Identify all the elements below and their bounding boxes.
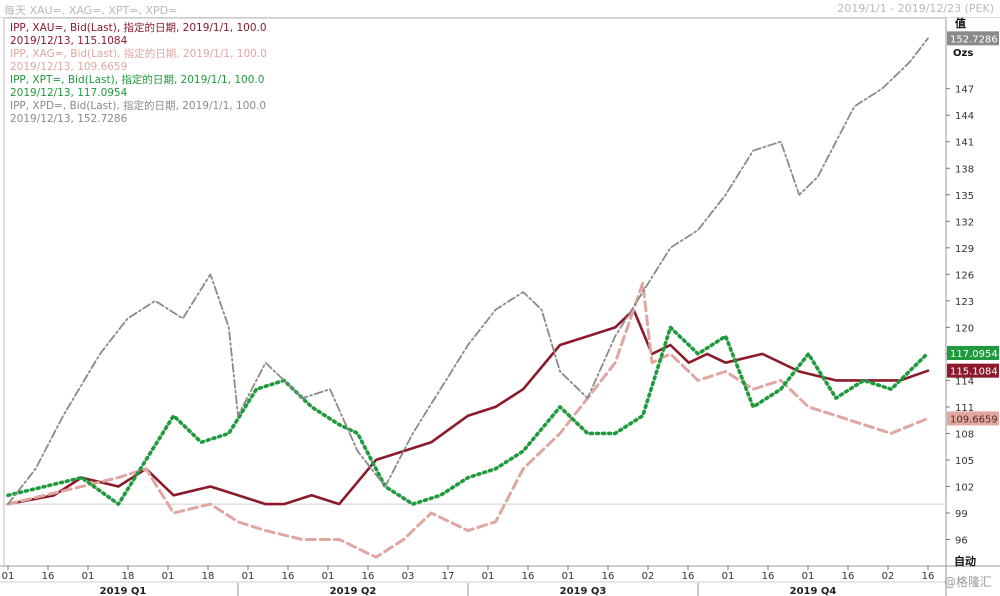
chart-title-bar: 每天 XAU=, XAG=, XPT=, XPD= 2019/1/1 - 201… — [0, 0, 1000, 18]
series-line-xag — [6, 281, 930, 559]
y-tick-label: 138 — [955, 164, 974, 175]
last-value-badge — [947, 345, 999, 360]
x-tick-label: 02 — [882, 571, 895, 582]
x-tick-label: 18 — [202, 571, 215, 582]
y-tick-label: 120 — [955, 323, 974, 334]
quarter-label: 2019 Q4 — [790, 586, 837, 596]
y-tick-label: 141 — [955, 138, 974, 149]
y-tick-label: 99 — [955, 509, 968, 520]
y-tick-label: 123 — [955, 297, 974, 308]
legend-xpt-line2: 2019/12/13, 117.0954 — [10, 87, 128, 99]
x-tick-label: 18 — [122, 571, 135, 582]
legend: IPP, XAU=, Bid(Last), 指定的日期, 2019/1/1, 1… — [10, 22, 267, 126]
x-tick-label: 16 — [682, 571, 695, 582]
x-tick-label: 01 — [562, 571, 575, 582]
y-tick-label: 147 — [955, 85, 974, 96]
y-tick-label: 96 — [955, 535, 968, 546]
x-tick-label: 01 — [482, 571, 495, 582]
legend-xpd-line2: 2019/12/13, 152.7286 — [10, 113, 128, 125]
y-tick-label: 102 — [955, 482, 974, 493]
x-tick-label: 16 — [762, 571, 775, 582]
auto-scale-label: 自动 — [954, 554, 976, 568]
y-tick-label: 129 — [955, 244, 974, 255]
y-axis-unit: Ozs — [953, 48, 973, 59]
last-value-badge — [947, 31, 999, 46]
legend-xag-line1: IPP, XAG=, Bid(Last), 指定的日期, 2019/1/1, 1… — [10, 48, 267, 60]
x-tick-label: 01 — [2, 571, 15, 582]
series-line-xpd — [7, 37, 929, 506]
x-tick-label: 01 — [802, 571, 815, 582]
y-tick-label: 135 — [955, 191, 974, 202]
legend-xau-line1: IPP, XAU=, Bid(Last), 指定的日期, 2019/1/1, 1… — [10, 22, 267, 34]
legend-xau-line2: 2019/12/13, 115.1084 — [10, 35, 128, 47]
quarter-label: 2019 Q1 — [100, 586, 147, 596]
x-tick-label: 16 — [522, 571, 535, 582]
y-tick-label: 132 — [955, 217, 974, 228]
x-tick-label: 16 — [42, 571, 55, 582]
y-tick-label: 126 — [955, 270, 974, 281]
legend-xpt-line1: IPP, XPT=, Bid(Last), 指定的日期, 2019/1/1, 1… — [10, 74, 265, 86]
x-tick-label: 16 — [602, 571, 615, 582]
x-tick-label: 17 — [442, 571, 455, 582]
quarter-label: 2019 Q2 — [330, 586, 377, 596]
x-tick-label: 03 — [402, 571, 415, 582]
x-tick-label: 01 — [322, 571, 335, 582]
x-tick-label: 16 — [922, 571, 935, 582]
y-tick-label: 114 — [955, 376, 974, 387]
y-tick-label: 105 — [955, 456, 974, 467]
last-value-badge — [947, 363, 999, 378]
last-value-label: 115.1084 — [950, 367, 998, 378]
series-line-xau — [6, 308, 930, 506]
date-range: 2019/1/1 - 2019/12/23 (PEK) — [837, 2, 994, 15]
y-tick-label: 108 — [955, 429, 974, 440]
last-value-label: 117.0954 — [950, 349, 998, 360]
x-tick-label: 16 — [842, 571, 855, 582]
y-axis-title: 值 — [955, 16, 966, 30]
y-tick-label: 144 — [955, 111, 974, 122]
x-tick-label: 01 — [722, 571, 735, 582]
x-tick-label: 01 — [162, 571, 175, 582]
x-tick-label: 16 — [362, 571, 375, 582]
last-value-label: 109.6659 — [950, 414, 998, 425]
last-value-badge — [947, 411, 999, 426]
y-tick-label: 111 — [955, 403, 974, 414]
x-tick-label: 01 — [242, 571, 255, 582]
x-tick-label: 02 — [642, 571, 655, 582]
legend-xpd-line1: IPP, XPD=, Bid(Last), 指定的日期, 2019/1/1, 1… — [10, 100, 267, 112]
last-value-label: 152.7286 — [950, 34, 998, 45]
chart-title: 每天 XAU=, XAG=, XPT=, XPD= — [4, 4, 178, 17]
legend-xag-line2: 2019/12/13, 109.6659 — [10, 61, 128, 73]
x-tick-label: 16 — [282, 571, 295, 582]
watermark: @格隆汇 — [943, 575, 992, 589]
quarter-label: 2019 Q3 — [560, 586, 607, 596]
series-line-xpt — [6, 325, 930, 506]
x-tick-label: 01 — [82, 571, 95, 582]
